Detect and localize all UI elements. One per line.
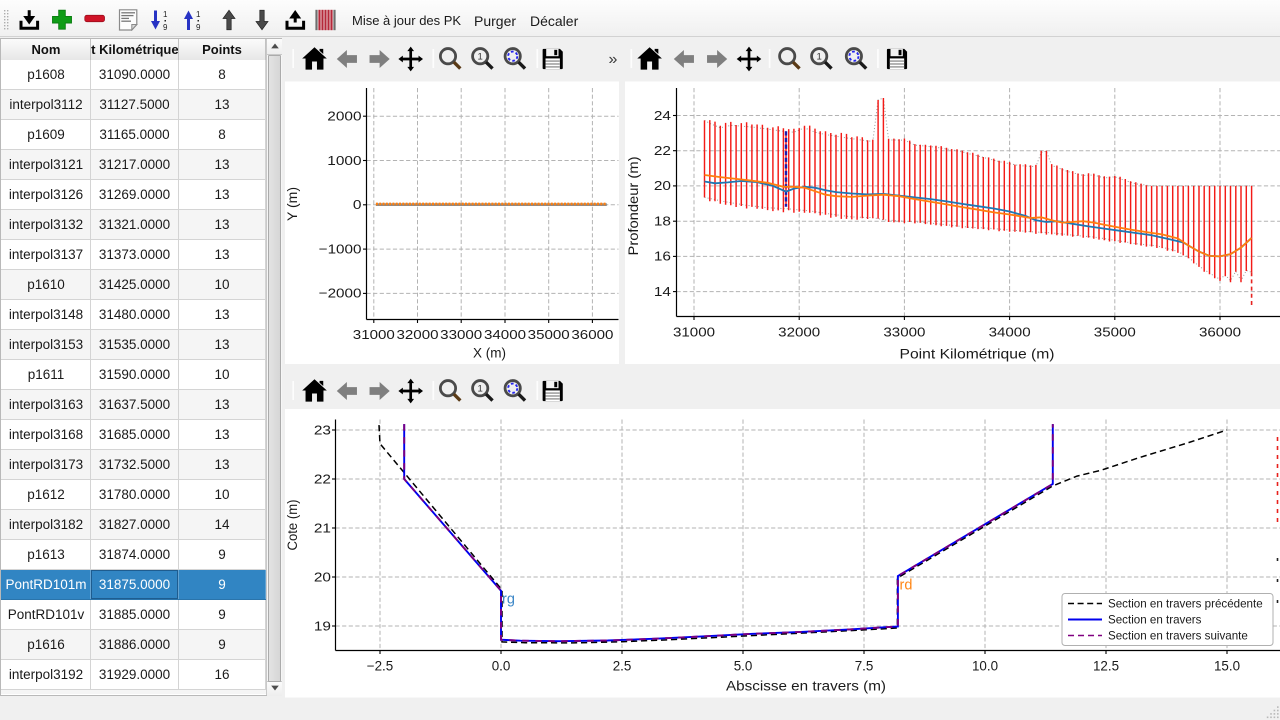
svg-text:X (m): X (m): [473, 346, 506, 361]
svg-text:22: 22: [314, 471, 331, 486]
svg-text:Point Kilométrique (m): Point Kilométrique (m): [900, 347, 1055, 362]
svg-text:36000: 36000: [571, 327, 613, 342]
svg-text:Section en travers suivante: Section en travers suivante: [1108, 630, 1248, 643]
svg-text:9: 9: [163, 23, 168, 31]
svg-text:Section en travers précédente: Section en travers précédente: [1108, 598, 1263, 611]
svg-text:36000: 36000: [1199, 324, 1241, 339]
svg-text:Abscisse en travers (m): Abscisse en travers (m): [726, 679, 886, 694]
svg-text:34000: 34000: [989, 324, 1031, 339]
svg-text:2.5: 2.5: [613, 659, 632, 674]
svg-text:1000: 1000: [327, 153, 361, 168]
svg-text:2000: 2000: [327, 109, 361, 124]
svg-text:23: 23: [314, 422, 331, 437]
svg-text:Section en travers: Section en travers: [1108, 614, 1202, 627]
svg-text:Cote (m): Cote (m): [285, 500, 300, 551]
svg-text:rg: rg: [502, 592, 515, 608]
svg-text:16: 16: [654, 249, 671, 264]
svg-text:»: »: [609, 51, 618, 68]
svg-text:32000: 32000: [397, 327, 439, 342]
svg-text:32000: 32000: [778, 324, 820, 339]
svg-text:35000: 35000: [1094, 324, 1136, 339]
svg-text:Profondeur (m): Profondeur (m): [626, 157, 641, 256]
svg-text:1: 1: [196, 10, 201, 19]
svg-text:1: 1: [163, 10, 168, 19]
svg-text:7.5: 7.5: [855, 659, 874, 674]
svg-text:15.0: 15.0: [1214, 659, 1240, 674]
svg-text:21: 21: [314, 520, 331, 535]
svg-text:33000: 33000: [440, 327, 482, 342]
svg-text:−1000: −1000: [319, 241, 362, 256]
svg-text:19: 19: [314, 618, 331, 633]
svg-text:−2.5: −2.5: [367, 659, 393, 674]
svg-text:34000: 34000: [484, 327, 526, 342]
svg-text:12.5: 12.5: [1093, 659, 1119, 674]
svg-text:35000: 35000: [528, 327, 570, 342]
svg-text:31000: 31000: [673, 324, 715, 339]
svg-text:10.0: 10.0: [972, 659, 998, 674]
svg-text:20: 20: [314, 569, 331, 584]
svg-text:rd: rd: [900, 578, 913, 594]
svg-text:0: 0: [353, 197, 362, 212]
svg-text:22: 22: [654, 143, 671, 158]
svg-text:9: 9: [196, 23, 201, 31]
svg-text:33000: 33000: [883, 324, 925, 339]
svg-text:14: 14: [654, 284, 671, 299]
svg-text:18: 18: [654, 214, 671, 229]
svg-text:5.0: 5.0: [734, 659, 753, 674]
svg-text:0.0: 0.0: [492, 659, 511, 674]
svg-text:31000: 31000: [353, 327, 395, 342]
svg-text:24: 24: [654, 108, 671, 123]
svg-text:20: 20: [654, 178, 671, 193]
svg-text:−2000: −2000: [319, 286, 362, 301]
svg-text:Y (m): Y (m): [285, 187, 300, 221]
